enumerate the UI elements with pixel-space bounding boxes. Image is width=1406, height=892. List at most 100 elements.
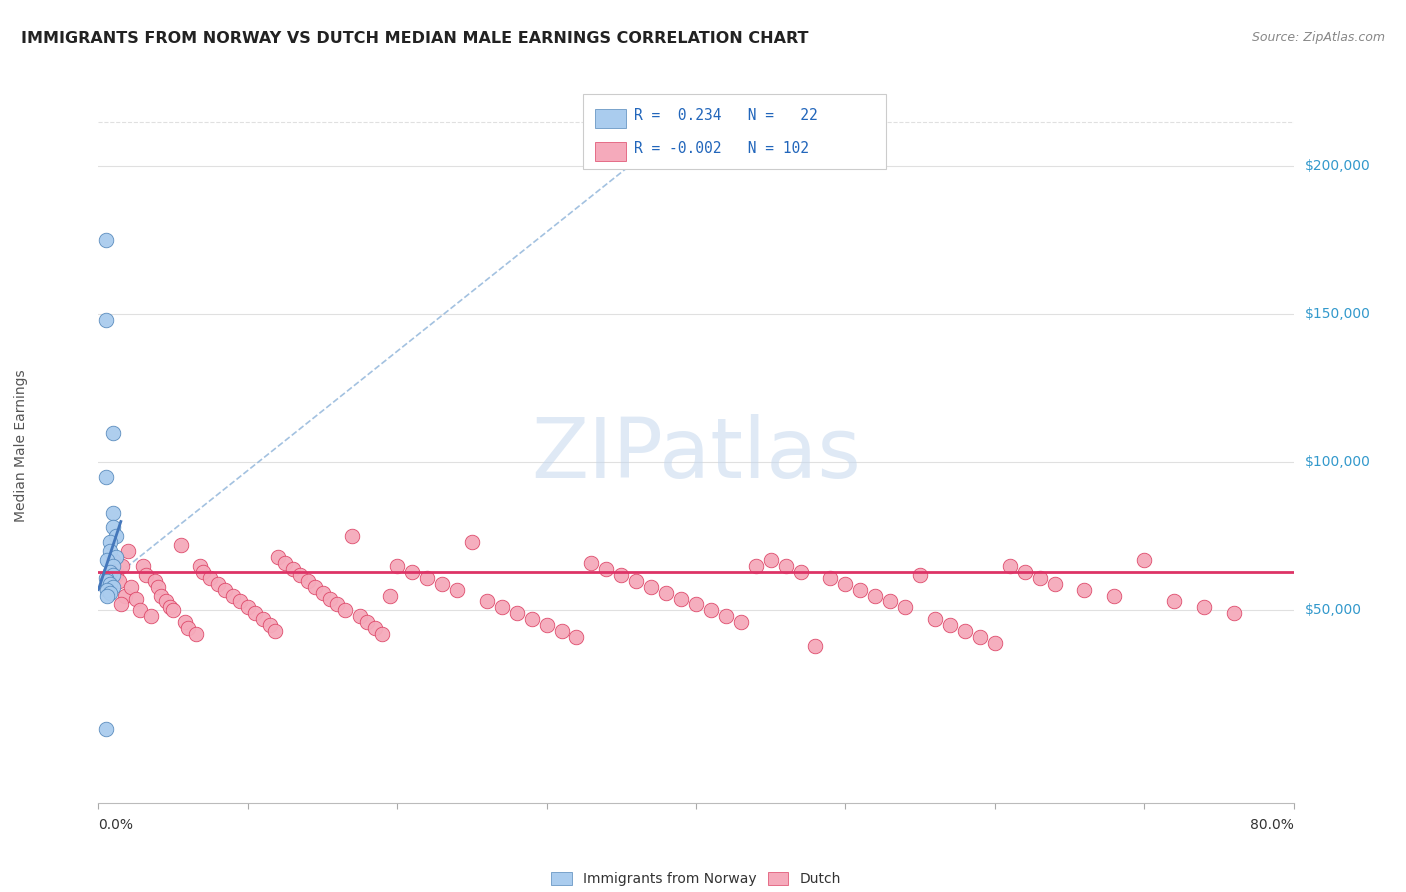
Point [297, 574, 319, 588]
Point [174, 615, 197, 630]
Point [117, 544, 139, 558]
Point [177, 621, 200, 635]
Point [759, 553, 782, 567]
Point [259, 618, 281, 632]
Point [222, 589, 245, 603]
Point [520, 612, 543, 626]
Point [148, 580, 170, 594]
Point [103, 520, 125, 534]
Point [745, 558, 768, 573]
Text: 80.0%: 80.0% [1250, 818, 1294, 832]
Point [953, 624, 976, 638]
Point [461, 535, 484, 549]
Point [191, 565, 214, 579]
Point [94, 470, 117, 484]
Point [1192, 600, 1215, 615]
Point [94, 313, 117, 327]
Point [998, 558, 1021, 573]
Point [865, 589, 887, 603]
Point [356, 615, 378, 630]
Point [319, 591, 342, 606]
Point [98, 585, 122, 599]
Point [820, 571, 842, 585]
Point [103, 553, 125, 567]
Text: 0.0%: 0.0% [98, 818, 134, 832]
Point [103, 580, 125, 594]
Text: $150,000: $150,000 [1305, 307, 1371, 321]
Point [143, 574, 166, 588]
Point [550, 624, 572, 638]
Point [274, 556, 297, 570]
Point [132, 558, 155, 573]
Point [96, 574, 118, 588]
Point [105, 550, 128, 565]
Point [110, 598, 132, 612]
Point [879, 594, 901, 608]
Point [94, 233, 117, 247]
Point [155, 594, 177, 608]
Point [849, 582, 872, 597]
Point [288, 567, 311, 582]
Point [1223, 607, 1246, 621]
Point [342, 529, 364, 543]
Point [105, 529, 128, 543]
Point [1014, 565, 1036, 579]
Point [969, 630, 991, 644]
Point [207, 576, 229, 591]
Point [581, 556, 603, 570]
Point [98, 576, 122, 591]
Point [103, 567, 125, 582]
Point [150, 589, 173, 603]
Point [108, 574, 131, 588]
Point [1028, 571, 1050, 585]
Point [129, 603, 152, 617]
Point [714, 609, 737, 624]
Point [94, 571, 117, 585]
Point [169, 538, 191, 552]
Point [1043, 576, 1066, 591]
Point [983, 636, 1005, 650]
Point [416, 571, 439, 585]
Point [924, 612, 946, 626]
Point [908, 567, 931, 582]
Point [610, 567, 633, 582]
Point [401, 565, 423, 579]
Point [640, 580, 662, 594]
Point [804, 639, 827, 653]
Point [267, 550, 290, 565]
Point [188, 558, 211, 573]
Point [775, 558, 797, 573]
Point [730, 615, 752, 630]
Text: $50,000: $50,000 [1305, 603, 1361, 617]
Point [446, 582, 468, 597]
Text: $200,000: $200,000 [1305, 160, 1371, 173]
Text: $100,000: $100,000 [1305, 455, 1371, 469]
Point [834, 576, 856, 591]
Text: R = -0.002   N = 102: R = -0.002 N = 102 [634, 142, 808, 156]
Point [94, 722, 117, 736]
Point [162, 603, 184, 617]
Point [506, 607, 529, 621]
Point [371, 627, 394, 641]
Point [281, 562, 304, 576]
Point [135, 567, 157, 582]
Text: ZIPatlas: ZIPatlas [531, 415, 860, 495]
Point [669, 591, 692, 606]
Point [120, 580, 142, 594]
Point [103, 506, 125, 520]
Point [252, 612, 274, 626]
Point [595, 562, 617, 576]
Point [475, 594, 498, 608]
Point [685, 598, 707, 612]
Point [565, 630, 588, 644]
Point [1163, 594, 1185, 608]
Text: Source: ZipAtlas.com: Source: ZipAtlas.com [1251, 31, 1385, 45]
Point [263, 624, 285, 638]
Point [491, 600, 513, 615]
Point [1133, 553, 1156, 567]
Point [1104, 589, 1126, 603]
Point [114, 589, 136, 603]
Point [98, 565, 122, 579]
Point [103, 558, 125, 573]
Point [139, 609, 162, 624]
